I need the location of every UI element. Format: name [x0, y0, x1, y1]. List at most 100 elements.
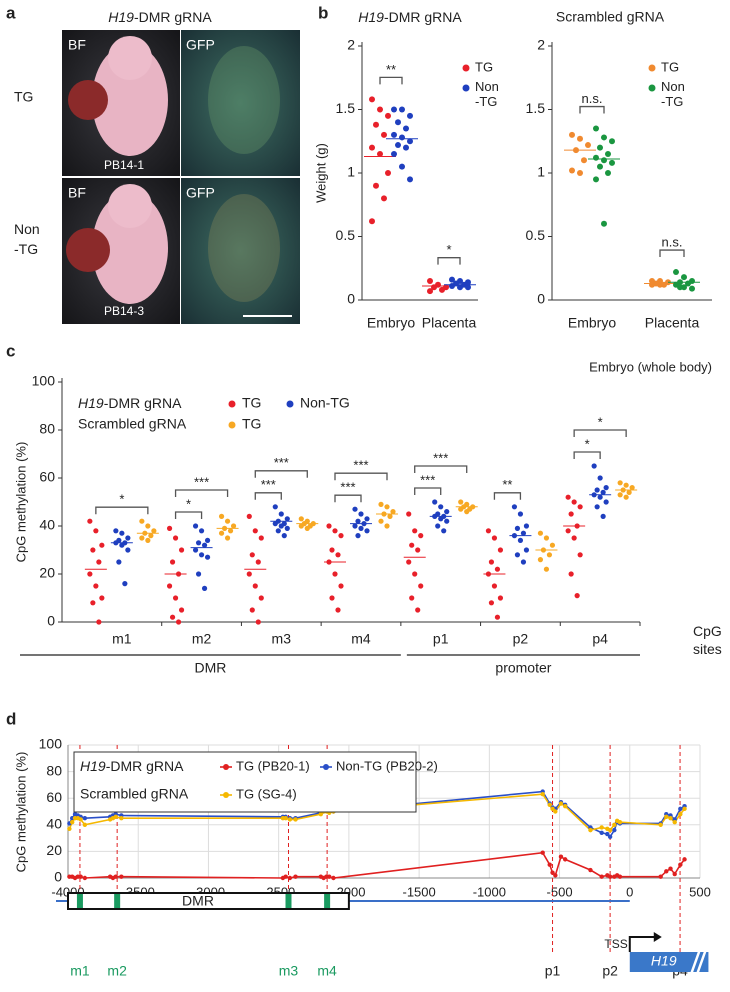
- legend-label: TG: [475, 59, 493, 74]
- legend-group: H19-DMR gRNA: [80, 758, 184, 774]
- data-point: [577, 135, 583, 142]
- site-label: m1: [70, 963, 90, 979]
- data-point: [558, 801, 564, 806]
- data-point: [298, 523, 304, 529]
- significance-label: **: [386, 62, 396, 77]
- data-point: [355, 518, 361, 524]
- data-point: [418, 583, 424, 589]
- data-point: [677, 284, 683, 291]
- data-point: [457, 284, 463, 291]
- embryo: [92, 44, 168, 156]
- data-point: [395, 142, 401, 149]
- data-point: [78, 817, 83, 822]
- legend-marker: [228, 421, 236, 429]
- data-point: [358, 511, 364, 517]
- data-point: [287, 875, 293, 881]
- site-marker: [324, 894, 331, 908]
- data-point: [119, 542, 125, 548]
- y-tick-label: 60: [46, 789, 62, 805]
- data-point: [435, 523, 441, 529]
- data-point: [148, 533, 154, 539]
- data-point: [385, 112, 391, 119]
- significance-label: *: [598, 414, 603, 429]
- legend-group: Scrambled gRNA: [78, 416, 187, 432]
- data-point: [593, 176, 599, 183]
- data-point: [658, 874, 663, 879]
- text-part: CpG: [693, 623, 726, 639]
- y-axis-label: CpG methylation (%): [13, 442, 28, 563]
- data-point: [568, 571, 574, 577]
- data-point: [537, 557, 544, 563]
- embryo-gfp: [208, 194, 280, 302]
- data-point: [298, 516, 304, 522]
- data-point: [284, 516, 290, 522]
- data-point: [597, 163, 603, 170]
- data-point: [569, 131, 575, 138]
- y-tick-label: 80: [46, 762, 62, 778]
- x-tick-label: Placenta: [422, 315, 477, 331]
- data-point: [407, 176, 413, 183]
- data-point: [415, 607, 421, 613]
- data-point: [549, 542, 556, 548]
- data-point: [672, 819, 677, 825]
- legend-label: Non -TG: [661, 79, 688, 109]
- data-point: [224, 518, 231, 524]
- y-tick-label: 1.5: [336, 100, 356, 116]
- y-tick-label: 0: [54, 869, 62, 885]
- significance-bracket: [95, 506, 149, 515]
- data-point: [166, 583, 173, 589]
- y-tick-label: 100: [39, 736, 63, 752]
- data-point: [218, 513, 225, 520]
- data-point: [192, 547, 199, 553]
- data-point: [594, 504, 600, 510]
- x-tick-label: -1500: [402, 884, 435, 899]
- significance-label: **: [502, 477, 512, 492]
- data-point: [603, 485, 609, 491]
- data-point: [252, 528, 258, 534]
- significance-label: n.s.: [582, 91, 603, 106]
- data-point: [369, 144, 375, 151]
- data-point: [562, 857, 568, 862]
- site-marker: [114, 894, 121, 908]
- data-point: [166, 525, 173, 532]
- text-part: -TG: [14, 241, 38, 257]
- y-tick-label: 1.5: [526, 100, 546, 116]
- site-label: m3: [279, 963, 299, 979]
- data-point: [283, 874, 288, 879]
- data-point: [204, 554, 211, 560]
- text-part: -DMR gRNA: [106, 758, 184, 774]
- data-point: [547, 862, 552, 867]
- data-point: [577, 504, 583, 510]
- data-point: [272, 504, 278, 510]
- data-point: [378, 518, 384, 524]
- x-tick-label: m4: [351, 631, 371, 647]
- data-point: [122, 581, 128, 587]
- legend-marker: [648, 84, 656, 92]
- significance-bracket: [573, 451, 601, 459]
- y-tick-label: 0: [47, 613, 55, 629]
- data-point: [373, 182, 379, 189]
- gfp-photo: [181, 30, 300, 176]
- data-point: [605, 150, 611, 157]
- data-point: [664, 814, 669, 820]
- data-point: [444, 509, 450, 515]
- data-point: [391, 106, 397, 113]
- data-point: [399, 163, 405, 170]
- data-point: [99, 595, 105, 601]
- data-point: [318, 811, 323, 817]
- data-point: [293, 817, 298, 822]
- data-point: [565, 494, 571, 500]
- data-point: [412, 571, 418, 577]
- significance-bracket: [573, 429, 627, 437]
- x-tick-label: Embryo: [367, 315, 415, 331]
- data-point: [246, 513, 252, 520]
- data-point: [427, 288, 433, 295]
- data-point: [629, 485, 635, 491]
- data-point: [93, 528, 99, 534]
- channel-label: BF: [68, 185, 86, 201]
- data-point: [562, 803, 568, 809]
- legend-group: Scrambled gRNA: [80, 786, 189, 802]
- data-point: [385, 170, 391, 176]
- chart-title: H19-DMR gRNA: [358, 9, 462, 25]
- data-point: [485, 528, 492, 534]
